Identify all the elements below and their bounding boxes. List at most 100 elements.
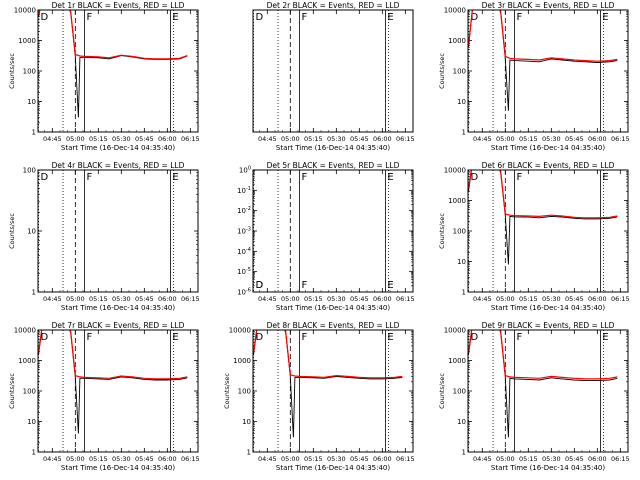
x-tick-label: 05:00 (281, 295, 300, 303)
x-tick-label: 05:30 (542, 455, 561, 463)
panel-det-7: Det 7r BLACK = Events, RED = LLD Counts/s… (8, 321, 200, 472)
x-axis-label: Start Time (16-Dec-14 04:35:40) (61, 464, 175, 472)
x-tick-label: 05:15 (304, 135, 323, 143)
plot-title: Det 4r BLACK = Events, RED = LLD (52, 161, 185, 170)
y-axis-label: Counts/sec (8, 373, 16, 409)
lld-series-line (468, 170, 618, 219)
x-axis-label: Start Time (16-Dec-14 04:35:40) (61, 304, 175, 312)
time-marker-label: F (87, 172, 93, 183)
events-series-line (253, 330, 403, 438)
time-marker-label: D (256, 332, 264, 343)
series-group (253, 330, 403, 438)
time-marker-label: F (517, 172, 523, 183)
series-group (468, 10, 618, 111)
time-marker-label: F (517, 332, 523, 343)
panel-det-5: Det 5r BLACK = Events, RED = LLD 10-6 10-5… (237, 161, 415, 312)
x-tick-label: 05:45 (565, 135, 584, 143)
y-axis-label: Counts/sec (438, 213, 446, 249)
x-tick-label: 06:00 (588, 455, 607, 463)
y-tick-label: 10-1 (237, 186, 251, 195)
x-axis-label: Start Time (16-Dec-14 04:35:40) (491, 464, 605, 472)
time-marker-label: E (172, 332, 178, 343)
y-axis-label: Counts/sec (223, 373, 231, 409)
plot-frame (37, 329, 199, 453)
time-marker-label: D (41, 12, 49, 23)
y-tick-label: 100 (23, 167, 36, 175)
x-tick-label: 06:00 (158, 295, 177, 303)
x-tick-label: 05:45 (565, 295, 584, 303)
lld-series-line (468, 330, 618, 380)
events-series-line (468, 10, 618, 111)
x-tick-label: 06:00 (373, 455, 392, 463)
events-series-line (468, 170, 618, 265)
y-tick-label: 1 (462, 289, 466, 297)
plot-title: Det 2r BLACK = Events, RED = LLD (267, 1, 400, 10)
series-group (38, 10, 188, 118)
time-marker-label: F (302, 172, 308, 183)
x-tick-label: 05:00 (66, 455, 85, 463)
plot-title: Det 9r BLACK = Events, RED = LLD (482, 321, 615, 330)
x-tick-label: 06:00 (588, 135, 607, 143)
x-tick-label: 04:45 (43, 455, 62, 463)
x-tick-label: 06:00 (373, 295, 392, 303)
x-tick-label: 04:45 (473, 295, 492, 303)
y-tick-label: 10 (27, 228, 36, 236)
time-marker-label: D (41, 332, 49, 343)
time-marker-label: E (172, 172, 178, 183)
y-tick-label: 10-6 (237, 288, 251, 297)
x-tick-label: 05:00 (496, 295, 515, 303)
lld-series-line (468, 10, 618, 62)
time-marker-label: F (87, 12, 93, 23)
y-tick-label: 10-2 (237, 206, 251, 215)
series-group (468, 170, 618, 265)
time-marker-label: D (256, 12, 264, 23)
plot-frame (37, 169, 199, 293)
y-tick-label: 10 (27, 418, 36, 426)
y-tick-label: 10 (457, 418, 466, 426)
panel-det-3: Det 3r BLACK = Events, RED = LLD Counts/s… (438, 1, 630, 152)
x-tick-label: 05:00 (281, 135, 300, 143)
y-tick-label: 1000 (448, 357, 466, 365)
panel-det-2: Det 2r BLACK = Events, RED = LLD 04:45 05:… (252, 1, 415, 152)
x-tick-label: 05:00 (281, 455, 300, 463)
x-tick-label: 04:45 (258, 135, 277, 143)
x-axis-label: Start Time (16-Dec-14 04:35:40) (276, 304, 390, 312)
x-tick-label: 06:15 (181, 455, 200, 463)
y-tick-label: 10 (457, 98, 466, 106)
plot-title: Det 6r BLACK = Events, RED = LLD (482, 161, 615, 170)
y-tick-label: 1000 (448, 197, 466, 205)
x-tick-label: 05:30 (112, 295, 131, 303)
x-tick-label: 05:15 (304, 295, 323, 303)
x-tick-label: 04:45 (43, 295, 62, 303)
y-axis-label: Counts/sec (438, 53, 446, 89)
time-marker-label: E (172, 12, 178, 23)
y-tick-label: 10 (457, 258, 466, 266)
x-tick-label: 05:45 (135, 455, 154, 463)
time-marker-label: D (471, 172, 479, 183)
x-tick-label: 06:00 (588, 295, 607, 303)
x-axis-label: Start Time (16-Dec-14 04:35:40) (276, 464, 390, 472)
time-marker-label: E (387, 12, 393, 23)
time-marker-label: D (41, 172, 49, 183)
x-axis-label: Start Time (16-Dec-14 04:35:40) (491, 304, 605, 312)
series-group (38, 330, 188, 434)
time-marker-label: E (387, 172, 393, 183)
x-tick-label: 06:15 (181, 135, 200, 143)
x-tick-label: 06:15 (611, 135, 630, 143)
x-tick-label: 04:45 (258, 455, 277, 463)
y-tick-label: 10000 (229, 327, 251, 335)
x-tick-label: 05:00 (496, 455, 515, 463)
y-tick-label: 1000 (233, 357, 251, 365)
x-tick-label: 05:15 (89, 135, 108, 143)
x-tick-label: 05:00 (66, 135, 85, 143)
plot-title: Det 8r BLACK = Events, RED = LLD (267, 321, 400, 330)
y-tick-label: 10000 (14, 7, 36, 15)
y-tick-label: 100 (453, 228, 466, 236)
x-tick-label: 05:30 (327, 135, 346, 143)
panel-det-9: Det 9r BLACK = Events, RED = LLD Counts/s… (438, 321, 630, 472)
y-tick-label: 1 (462, 129, 466, 137)
plot-frame (37, 9, 199, 133)
time-marker-label: E (602, 172, 608, 183)
panel-det-6: Det 6r BLACK = Events, RED = LLD Counts/s… (438, 161, 630, 312)
